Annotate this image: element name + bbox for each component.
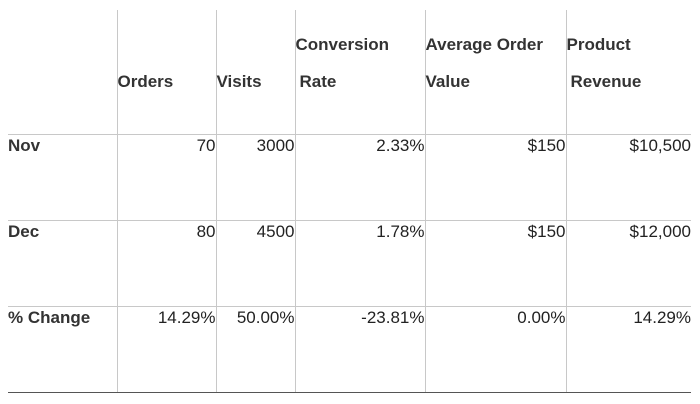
cell-visits: 4500 [215, 220, 296, 307]
header-blank [8, 10, 118, 135]
cell-orders: 70 [116, 134, 217, 221]
row-label: % Change [8, 306, 118, 393]
cell-visits: 50.00% [215, 306, 296, 393]
cell-product-revenue: $12,000 [565, 220, 691, 307]
header-conversion-rate: Conversion Rate [294, 10, 426, 135]
table-row: % Change 14.29% 50.00% -23.81% 0.00% 14.… [8, 306, 691, 393]
cell-conversion-rate: 1.78% [294, 220, 426, 307]
cell-orders: 14.29% [116, 306, 217, 393]
cell-conversion-rate: 2.33% [294, 134, 426, 221]
header-product-revenue: Product Revenue [565, 10, 691, 135]
cell-orders: 80 [116, 220, 217, 307]
cell-average-order-value: $150 [424, 134, 567, 221]
cell-product-revenue: 14.29% [565, 306, 691, 393]
header-visits: Visits [215, 10, 296, 135]
header-average-order-value: Average Order Value [424, 10, 567, 135]
cell-visits: 3000 [215, 134, 296, 221]
header-orders: Orders [116, 10, 217, 135]
table-row: Dec 80 4500 1.78% $150 $12,000 [8, 220, 691, 307]
row-label: Nov [8, 134, 118, 221]
header-row: Orders Visits Conversion Rate Average Ord… [8, 10, 691, 135]
metrics-table: Orders Visits Conversion Rate Average Ord… [8, 10, 691, 393]
cell-product-revenue: $10,500 [565, 134, 691, 221]
row-label: Dec [8, 220, 118, 307]
cell-conversion-rate: -23.81% [294, 306, 426, 393]
cell-average-order-value: $150 [424, 220, 567, 307]
table-row: Nov 70 3000 2.33% $150 $10,500 [8, 134, 691, 221]
cell-average-order-value: 0.00% [424, 306, 567, 393]
